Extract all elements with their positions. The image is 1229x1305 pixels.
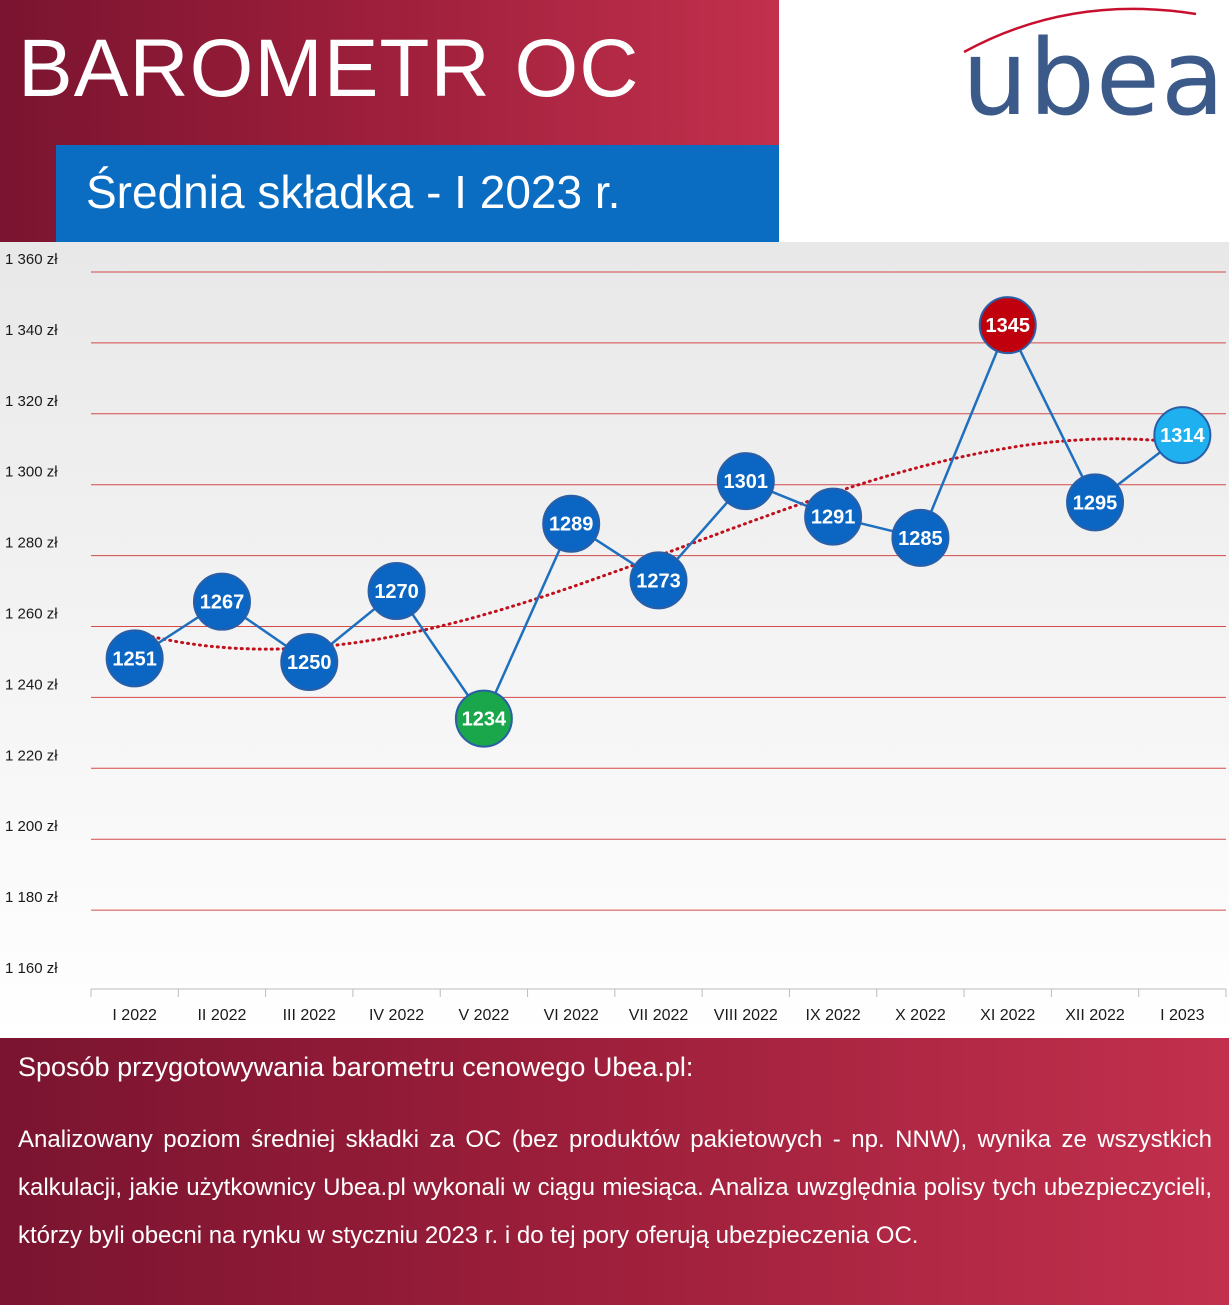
header-band: BAROMETR OC Średnia składka - I 2023 r. [0, 0, 779, 242]
data-label: 1250 [287, 652, 332, 674]
y-tick-label: 1 360 zł [5, 251, 58, 268]
data-label: 1285 [898, 528, 943, 550]
data-point [367, 562, 426, 621]
logo-text: ubea [962, 17, 1226, 139]
data-label: 1267 [200, 592, 245, 614]
data-label: 1270 [374, 581, 419, 603]
line-chart: 1 160 zł 1 180 zł 1 200 zł 1 220 zł 1 240 zł… [0, 242, 1229, 1038]
data-point [280, 632, 339, 691]
data-label: 1301 [724, 471, 769, 493]
data-label: 1291 [811, 507, 856, 529]
data-point [542, 494, 601, 553]
x-tick-label: I 2023 [1160, 1007, 1205, 1024]
y-tick-label: 1 180 zł [5, 889, 58, 906]
methodology-text: Analizowany poziom średniej składki za O… [18, 1126, 1212, 1249]
data-point [1066, 473, 1125, 532]
page-title: BAROMETR OC [18, 23, 640, 114]
data-point [454, 689, 513, 748]
methodology-section: Sposób przygotowywania barometru cenoweg… [0, 1038, 1229, 1305]
y-tick-label: 1 340 zł [5, 322, 58, 339]
y-tick-label: 1 200 zł [5, 818, 58, 835]
data-point [105, 629, 164, 688]
y-tick-label: 1 260 zł [5, 606, 58, 623]
x-tick-label: XI 2022 [980, 1007, 1035, 1024]
data-point [716, 452, 775, 511]
plot-background [0, 242, 1229, 1038]
y-tick-label: 1 300 zł [5, 464, 58, 481]
logo-swoosh-icon [963, 7, 1197, 54]
subtitle-box: Średnia składka - I 2023 r. [56, 145, 779, 242]
chart-area: 1 160 zł 1 180 zł 1 200 zł 1 220 zł 1 240 zł… [0, 242, 1229, 1038]
x-tick-label: V 2022 [459, 1007, 510, 1024]
x-tick-label: IV 2022 [369, 1007, 424, 1024]
data-label: 1273 [636, 570, 681, 592]
data-label: 1234 [462, 709, 507, 731]
data-point [1153, 406, 1212, 465]
data-label: 1295 [1073, 492, 1118, 514]
y-tick-label: 1 280 zł [5, 535, 58, 552]
data-label: 1289 [549, 514, 594, 536]
ubea-logo: ubea [950, 0, 1225, 140]
data-label: 1314 [1160, 425, 1205, 447]
data-label: 1345 [985, 315, 1030, 337]
data-point [192, 572, 251, 631]
page-subtitle: Średnia składka - I 2023 r. [86, 166, 621, 218]
data-point [804, 487, 863, 546]
y-tick-label: 1 240 zł [5, 676, 58, 693]
x-tick-label: I 2022 [112, 1007, 157, 1024]
x-tick-label: VII 2022 [629, 1007, 689, 1024]
y-tick-label: 1 160 zł [5, 960, 58, 977]
data-point [629, 551, 688, 610]
x-tick-label: II 2022 [197, 1007, 246, 1024]
data-label: 1251 [112, 648, 157, 670]
x-tick-label: X 2022 [895, 1007, 946, 1024]
methodology-title: Sposób przygotowywania barometru cenoweg… [18, 1052, 694, 1082]
data-point [978, 296, 1037, 355]
x-tick-label: III 2022 [283, 1007, 336, 1024]
y-tick-label: 1 320 zł [5, 393, 58, 410]
x-tick-label: VI 2022 [544, 1007, 599, 1024]
x-tick-label: IX 2022 [806, 1007, 861, 1024]
data-point [891, 508, 950, 567]
x-tick-label: VIII 2022 [714, 1007, 778, 1024]
x-tick-label: XII 2022 [1065, 1007, 1125, 1024]
y-tick-label: 1 220 zł [5, 747, 58, 764]
